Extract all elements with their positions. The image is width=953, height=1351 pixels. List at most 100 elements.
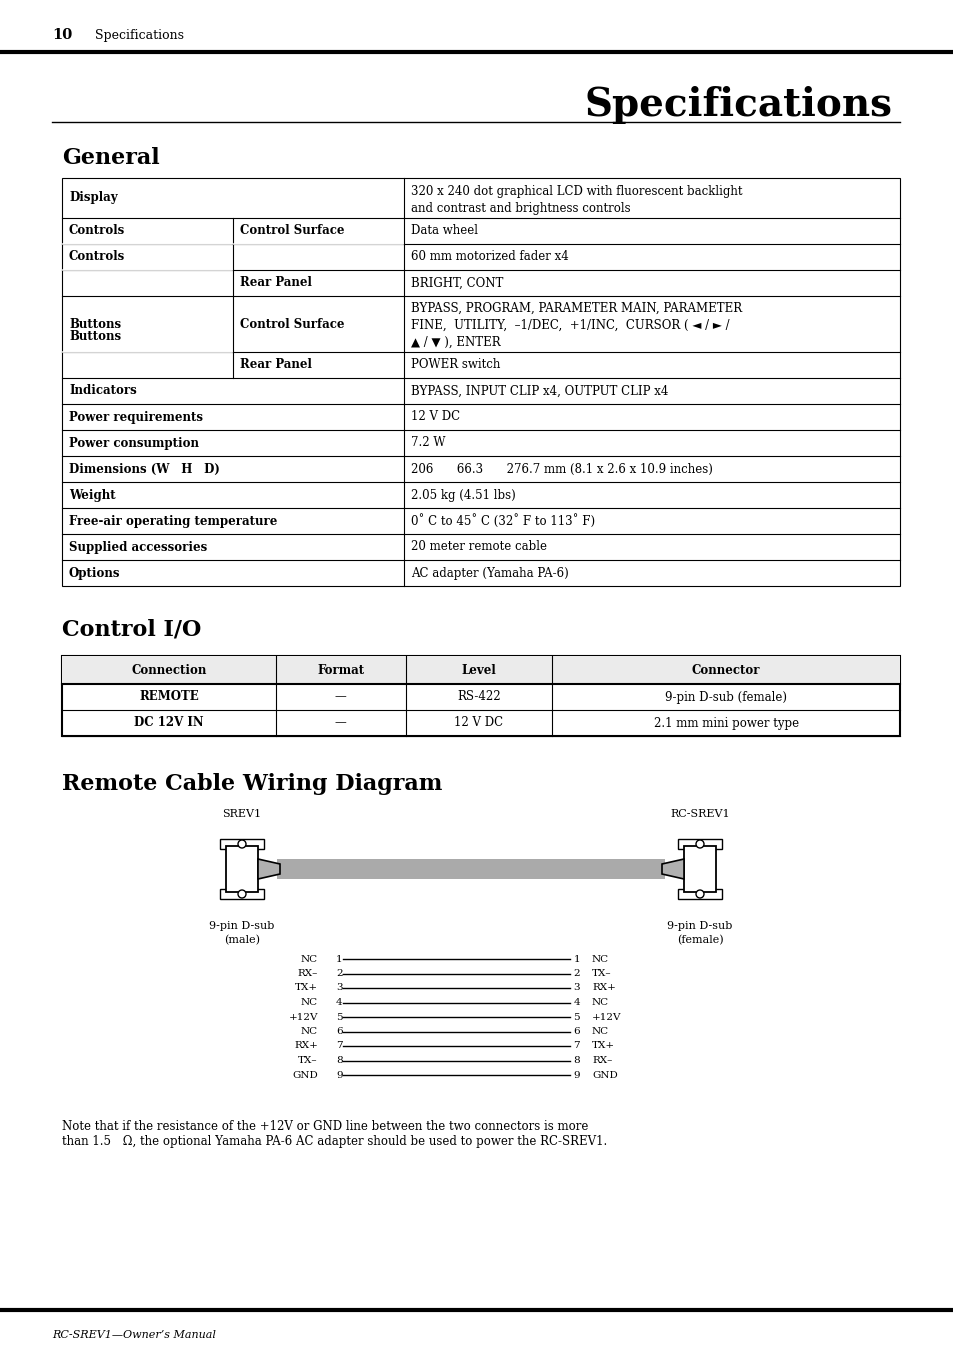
Polygon shape xyxy=(661,859,683,880)
Text: Supplied accessories: Supplied accessories xyxy=(69,540,207,554)
Text: 5: 5 xyxy=(335,1012,342,1021)
Text: +12V: +12V xyxy=(592,1012,620,1021)
Text: RX–: RX– xyxy=(592,1056,612,1065)
Text: 8: 8 xyxy=(335,1056,342,1065)
Text: NC: NC xyxy=(300,955,317,963)
Text: 3: 3 xyxy=(573,984,579,993)
Text: Power consumption: Power consumption xyxy=(69,436,199,450)
Text: GND: GND xyxy=(592,1070,618,1079)
Text: AC adapter (Yamaha PA-6): AC adapter (Yamaha PA-6) xyxy=(411,566,568,580)
Circle shape xyxy=(696,890,703,898)
Text: Specifications: Specifications xyxy=(584,86,892,124)
Text: 1: 1 xyxy=(335,955,342,963)
Text: than 1.5 Ω, the optional Yamaha PA-6 AC adapter should be used to power the RC-S: than 1.5 Ω, the optional Yamaha PA-6 AC … xyxy=(62,1135,607,1148)
Text: 60 mm motorized fader x4: 60 mm motorized fader x4 xyxy=(411,250,568,263)
Text: 10: 10 xyxy=(52,28,72,42)
Text: Rear Panel: Rear Panel xyxy=(240,358,312,372)
Bar xyxy=(62,657,899,736)
Circle shape xyxy=(696,840,703,848)
Text: 6: 6 xyxy=(335,1027,342,1036)
Text: 7.2 W: 7.2 W xyxy=(411,436,445,450)
Text: Weight: Weight xyxy=(69,489,115,501)
Text: 8: 8 xyxy=(573,1056,579,1065)
Text: 9: 9 xyxy=(573,1070,579,1079)
Text: General: General xyxy=(62,147,159,169)
Text: 3: 3 xyxy=(335,984,342,993)
Text: Options: Options xyxy=(69,566,120,580)
Text: Data wheel: Data wheel xyxy=(411,224,477,238)
Text: Controls: Controls xyxy=(69,250,125,263)
Text: 0˚ C to 45˚ C (32˚ F to 113˚ F): 0˚ C to 45˚ C (32˚ F to 113˚ F) xyxy=(411,513,595,528)
Text: (female): (female) xyxy=(676,935,722,946)
Text: RS-422: RS-422 xyxy=(456,690,500,704)
Text: 12 V DC: 12 V DC xyxy=(454,716,503,730)
Text: BYPASS, INPUT CLIP x4, OUTPUT CLIP x4: BYPASS, INPUT CLIP x4, OUTPUT CLIP x4 xyxy=(411,385,668,397)
Text: 6: 6 xyxy=(573,1027,579,1036)
Bar xyxy=(226,846,257,892)
Text: Buttons: Buttons xyxy=(69,331,121,343)
Text: Control Surface: Control Surface xyxy=(240,317,344,331)
Text: 206  66.3  276.7 mm (8.1 x 2.6 x 10.9 inches): 206 66.3 276.7 mm (8.1 x 2.6 x 10.9 inch… xyxy=(411,462,712,476)
Text: NC: NC xyxy=(300,1027,317,1036)
Text: 1: 1 xyxy=(573,955,579,963)
Text: (male): (male) xyxy=(224,935,260,946)
Text: RX+: RX+ xyxy=(294,1042,317,1051)
Bar xyxy=(62,178,899,586)
Text: NC: NC xyxy=(592,955,608,963)
Bar xyxy=(678,839,721,848)
Text: 4: 4 xyxy=(335,998,342,1006)
Text: NC: NC xyxy=(300,998,317,1006)
Text: Control I/O: Control I/O xyxy=(62,619,201,640)
Text: POWER switch: POWER switch xyxy=(411,358,500,372)
Text: Free-air operating temperature: Free-air operating temperature xyxy=(69,515,277,527)
Text: RC-SREV1—Owner’s Manual: RC-SREV1—Owner’s Manual xyxy=(52,1329,215,1340)
Text: FINE,  UTILITY,  –1/DEC,  +1/INC,  CURSOR ( ◄ / ► /: FINE, UTILITY, –1/DEC, +1/INC, CURSOR ( … xyxy=(411,319,729,332)
Text: NC: NC xyxy=(592,1027,608,1036)
Text: REMOTE: REMOTE xyxy=(139,690,198,704)
Text: Connector: Connector xyxy=(691,663,760,677)
Text: 2: 2 xyxy=(573,969,579,978)
Text: RC-SREV1: RC-SREV1 xyxy=(670,809,729,819)
Text: TX+: TX+ xyxy=(592,1042,615,1051)
Text: Connection: Connection xyxy=(131,663,206,677)
Text: TX–: TX– xyxy=(298,1056,317,1065)
Text: Indicators: Indicators xyxy=(69,385,136,397)
Text: 2.05 kg (4.51 lbs): 2.05 kg (4.51 lbs) xyxy=(411,489,516,501)
Text: and contrast and brightness controls: and contrast and brightness controls xyxy=(411,201,630,215)
Text: BRIGHT, CONT: BRIGHT, CONT xyxy=(411,277,503,289)
Text: 9-pin D-sub: 9-pin D-sub xyxy=(666,921,732,931)
Text: RX–: RX– xyxy=(297,969,317,978)
Text: TX–: TX– xyxy=(592,969,611,978)
Text: GND: GND xyxy=(292,1070,317,1079)
Circle shape xyxy=(237,840,246,848)
Text: 2.1 mm mini power type: 2.1 mm mini power type xyxy=(653,716,798,730)
Text: Rear Panel: Rear Panel xyxy=(240,277,312,289)
Text: Specifications: Specifications xyxy=(95,28,184,42)
Text: 7: 7 xyxy=(573,1042,579,1051)
Text: NC: NC xyxy=(592,998,608,1006)
Text: Control Surface: Control Surface xyxy=(240,224,344,238)
Text: 7: 7 xyxy=(335,1042,342,1051)
Text: BYPASS, PROGRAM, PARAMETER MAIN, PARAMETER: BYPASS, PROGRAM, PARAMETER MAIN, PARAMET… xyxy=(411,303,741,315)
Bar xyxy=(62,657,899,684)
Text: 5: 5 xyxy=(573,1012,579,1021)
Circle shape xyxy=(237,890,246,898)
Text: SREV1: SREV1 xyxy=(222,809,261,819)
Text: 9: 9 xyxy=(335,1070,342,1079)
Text: —: — xyxy=(335,716,346,730)
Text: Controls: Controls xyxy=(69,224,125,238)
Text: +12V: +12V xyxy=(288,1012,317,1021)
Text: Remote Cable Wiring Diagram: Remote Cable Wiring Diagram xyxy=(62,773,442,794)
Text: Display: Display xyxy=(69,192,117,204)
Text: Dimensions (W  H  D): Dimensions (W H D) xyxy=(69,462,219,476)
Bar xyxy=(276,859,664,880)
Polygon shape xyxy=(257,859,280,880)
Text: 9-pin D-sub: 9-pin D-sub xyxy=(209,921,274,931)
Text: 12 V DC: 12 V DC xyxy=(411,411,459,423)
Text: 2: 2 xyxy=(335,969,342,978)
Text: 320 x 240 dot graphical LCD with fluorescent backlight: 320 x 240 dot graphical LCD with fluores… xyxy=(411,185,741,197)
Bar xyxy=(220,889,264,898)
Text: RX+: RX+ xyxy=(592,984,616,993)
Bar xyxy=(683,846,716,892)
Text: —: — xyxy=(335,690,346,704)
